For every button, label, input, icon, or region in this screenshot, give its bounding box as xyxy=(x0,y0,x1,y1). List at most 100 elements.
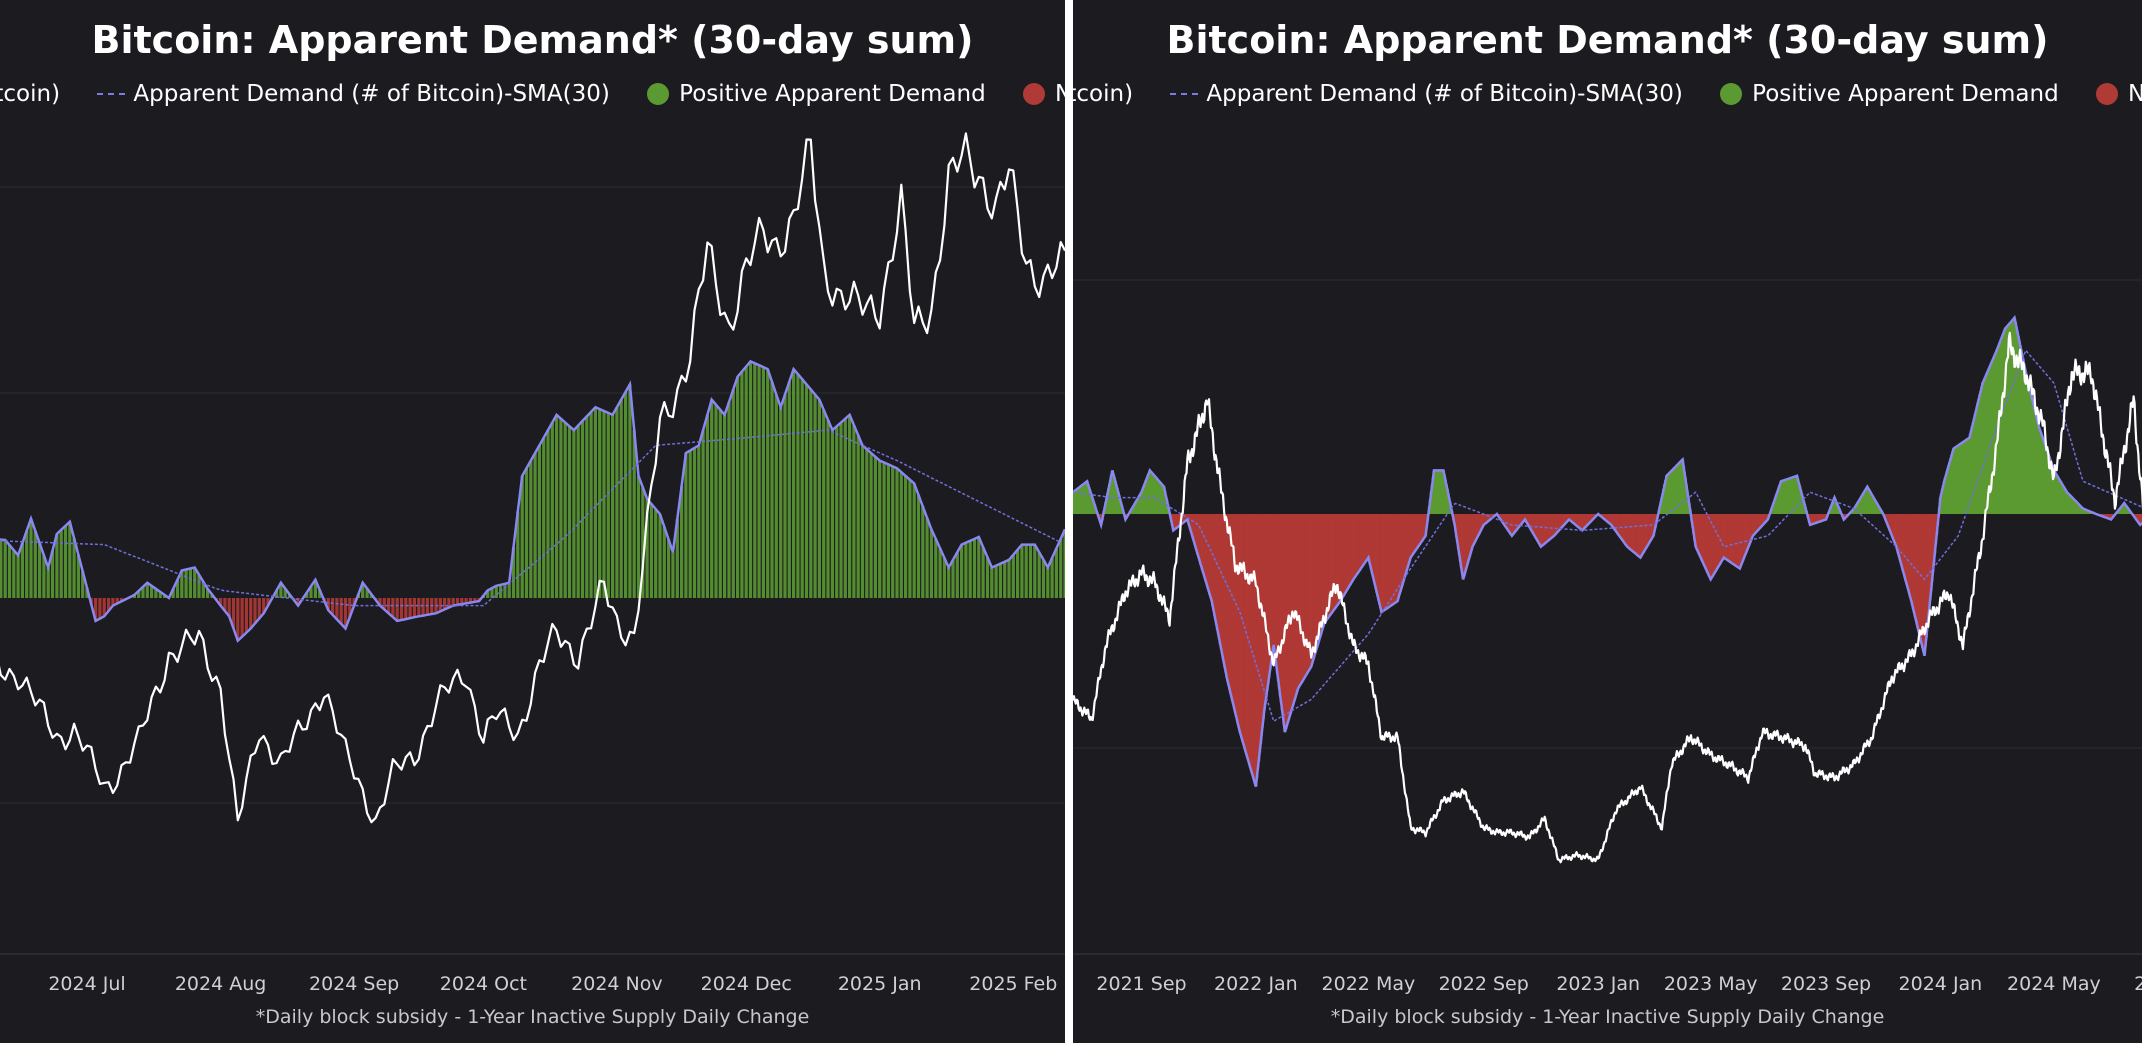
negative-demand-bar xyxy=(236,598,240,641)
legend-negative-dot xyxy=(1023,83,1046,105)
positive-demand-bar xyxy=(318,589,322,598)
positive-demand-bar xyxy=(908,479,912,598)
positive-demand-bar xyxy=(524,468,529,598)
positive-demand-bar xyxy=(916,495,921,598)
positive-demand-bar xyxy=(692,447,697,598)
legend-item-truncated[interactable]: itcoin) xyxy=(1073,80,1134,107)
positive-demand-bar xyxy=(275,590,279,598)
positive-demand-bar xyxy=(520,475,524,598)
negative-demand-bar xyxy=(223,598,227,611)
legend-item-positive[interactable]: Positive Apparent Demand xyxy=(647,81,986,107)
positive-demand-bar xyxy=(1011,554,1015,598)
legend-label-sma: Apparent Demand (# of Bitcoin)-SMA(30) xyxy=(133,80,610,107)
positive-demand-bar xyxy=(1024,544,1028,598)
positive-demand-bar xyxy=(852,425,856,598)
positive-demand-bar xyxy=(29,518,33,598)
positive-demand-bar xyxy=(658,514,662,598)
x-tick-label: 2025 Jan xyxy=(838,973,922,995)
x-tick-label: 2022 May xyxy=(1322,973,1416,995)
chart-plot-area: 2021 Sep 2022 Jan 2022 May 2022 Sep 2023 Jan… xyxy=(1073,279,2142,995)
x-tick-label: 2024 Dec xyxy=(701,973,792,995)
positive-demand-bar xyxy=(753,363,757,598)
panel-divider xyxy=(1065,0,1073,1043)
negative-demand-bar xyxy=(408,598,412,619)
positive-demand-bar xyxy=(283,588,287,598)
positive-demand-bar xyxy=(511,547,516,598)
negative-demand-bar xyxy=(425,598,429,615)
positive-demand-bar xyxy=(572,430,576,598)
positive-demand-bar xyxy=(848,414,852,598)
negative-demand-bar xyxy=(253,598,257,624)
negative-demand-bar xyxy=(417,598,421,617)
negative-demand-bar xyxy=(111,598,115,606)
chart-panel-right: Bitcoin: Apparent Demand* (30-day sum) i… xyxy=(1073,0,2142,1043)
positive-demand-bar xyxy=(994,565,998,598)
positive-demand-bar xyxy=(929,529,933,598)
positive-demand-bar xyxy=(12,550,16,598)
positive-demand-bar xyxy=(882,462,886,598)
positive-demand-bar xyxy=(516,511,520,598)
negative-demand-bar xyxy=(343,598,348,629)
legend-item-negative[interactable]: Negative A xyxy=(1023,81,1065,107)
positive-demand-bar xyxy=(550,422,554,598)
positive-demand-bar xyxy=(76,554,80,598)
positive-demand-bar xyxy=(977,536,981,598)
positive-demand-bar xyxy=(33,530,37,598)
negative-demand-bar xyxy=(335,598,339,620)
positive-demand-bar xyxy=(968,540,972,598)
positive-demand-bar xyxy=(1020,544,1024,598)
positive-demand-bar xyxy=(761,367,765,598)
positive-demand-bar xyxy=(904,475,908,598)
negative-demand-bar xyxy=(219,598,223,606)
positive-demand-bar xyxy=(800,379,804,598)
positive-demand-bar xyxy=(998,563,1002,598)
x-tick-label: 2024 Sep xyxy=(309,973,399,995)
positive-demand-bar xyxy=(990,567,994,598)
sma-line xyxy=(1073,348,2142,723)
positive-demand-bar xyxy=(7,545,12,598)
chart-legend: itcoin) Apparent Demand (# of Bitcoin)-S… xyxy=(0,80,1065,110)
positive-demand-bar xyxy=(206,588,210,598)
positive-demand-bar xyxy=(313,579,317,598)
positive-demand-bar xyxy=(611,414,615,598)
positive-demand-bar xyxy=(727,402,731,598)
chart-panel-left: Bitcoin: Apparent Demand* (30-day sum) i… xyxy=(0,0,1065,1043)
legend-item-positive[interactable]: Positive Apparent Demand xyxy=(1720,81,2059,107)
positive-demand-bar xyxy=(619,399,623,598)
legend-item-truncated[interactable]: itcoin) xyxy=(0,80,61,107)
positive-demand-bar xyxy=(787,381,791,598)
positive-demand-bar xyxy=(636,475,641,598)
positive-demand-bar xyxy=(826,419,830,598)
positive-demand-bar xyxy=(563,422,567,598)
sma-line xyxy=(0,429,1062,607)
negative-demand-bar xyxy=(404,598,408,620)
chart-footnote: *Daily block subsidy - 1-Year Inactive S… xyxy=(255,1006,810,1028)
positive-demand-bar xyxy=(197,574,201,598)
positive-demand-bar xyxy=(947,567,951,598)
positive-demand-bar xyxy=(1063,529,1065,598)
positive-demand-bar xyxy=(869,453,873,598)
positive-demand-bar xyxy=(576,425,580,598)
positive-demand-bar xyxy=(714,404,718,598)
positive-demand-bar xyxy=(16,555,20,598)
positive-demand-bar xyxy=(697,445,701,598)
positive-demand-bar xyxy=(744,366,748,598)
x-tick-label: 2021 Sep xyxy=(1096,973,1186,995)
x-tick-label: 2024 Jul xyxy=(48,973,125,995)
positive-demand-bar xyxy=(171,588,175,598)
legend-item-sma[interactable]: Apparent Demand (# of Bitcoin)-SMA(30) xyxy=(1170,81,1683,107)
positive-demand-bar xyxy=(718,409,722,598)
legend-positive-dot xyxy=(647,83,670,105)
negative-demand-bar xyxy=(382,598,386,610)
positive-demand-bar xyxy=(951,559,955,598)
negative-demand-bar xyxy=(399,598,404,620)
positive-demand-bar xyxy=(546,430,550,598)
positive-demand-bar xyxy=(921,506,925,598)
legend-label-positive: Positive Apparent Demand xyxy=(1752,80,2059,107)
legend-item-sma[interactable]: Apparent Demand (# of Bitcoin)-SMA(30) xyxy=(97,80,610,107)
positive-demand-bar xyxy=(766,369,770,598)
x-tick-label: 2022 Sep xyxy=(1439,973,1529,995)
x-tick-label: 2023 Jan xyxy=(1556,973,1640,995)
legend-item-negative[interactable]: Negative A xyxy=(2096,81,2142,107)
positive-demand-bar xyxy=(783,394,787,598)
